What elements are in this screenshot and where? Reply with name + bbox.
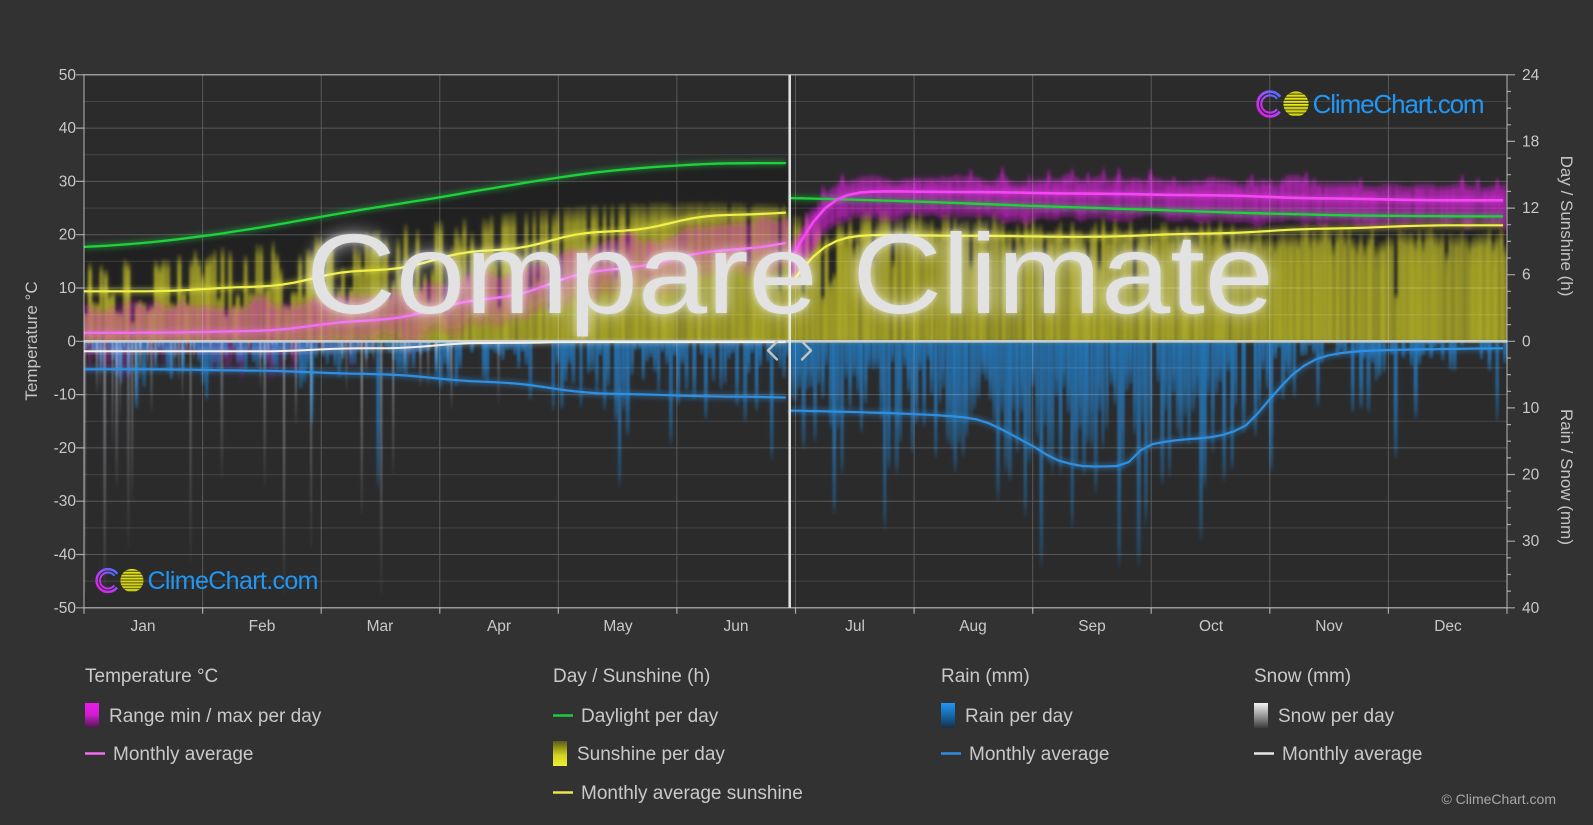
svg-text:Monthly average sunshine: Monthly average sunshine: [581, 783, 803, 804]
svg-text:40: 40: [59, 120, 77, 137]
svg-text:10: 10: [1522, 400, 1540, 417]
svg-text:6: 6: [1522, 267, 1531, 284]
svg-text:Temperature °C: Temperature °C: [85, 666, 218, 687]
svg-text:Day / Sunshine (h): Day / Sunshine (h): [1557, 156, 1576, 297]
svg-text:Aug: Aug: [959, 618, 987, 635]
svg-text:0: 0: [67, 333, 76, 350]
svg-text:Temperature °C: Temperature °C: [22, 281, 41, 400]
svg-text:-50: -50: [54, 600, 77, 617]
svg-text:© ClimeChart.com: © ClimeChart.com: [1441, 791, 1556, 807]
svg-text:Range min / max per day: Range min / max per day: [109, 706, 322, 727]
svg-text:20: 20: [1522, 467, 1540, 484]
svg-text:Compare Climate: Compare Climate: [306, 211, 1274, 337]
svg-text:12: 12: [1522, 200, 1539, 217]
svg-text:Sep: Sep: [1078, 618, 1106, 635]
svg-text:Snow per day: Snow per day: [1278, 706, 1395, 727]
svg-text:Sunshine per day: Sunshine per day: [577, 744, 725, 765]
svg-text:30: 30: [59, 173, 77, 190]
svg-text:Jul: Jul: [845, 618, 865, 635]
svg-text:-20: -20: [54, 440, 77, 457]
svg-text:Compare Climate: Compare Climate: [306, 211, 1274, 337]
svg-text:Jan: Jan: [131, 618, 156, 635]
svg-text:20: 20: [59, 227, 77, 244]
svg-text:Nov: Nov: [1315, 618, 1343, 635]
svg-text:10: 10: [59, 280, 77, 297]
svg-text:ClimeChart.com: ClimeChart.com: [148, 567, 319, 595]
svg-text:Dec: Dec: [1434, 618, 1462, 635]
svg-text:Compare Climate: Compare Climate: [306, 211, 1274, 337]
svg-text:18: 18: [1522, 133, 1539, 150]
svg-text:ClimeChart.com: ClimeChart.com: [1313, 89, 1485, 119]
svg-text:Rain (mm): Rain (mm): [941, 666, 1030, 687]
svg-text:Mar: Mar: [367, 618, 394, 635]
svg-text:Daylight per day: Daylight per day: [581, 706, 719, 727]
svg-text:24: 24: [1522, 67, 1540, 84]
svg-text:Snow (mm): Snow (mm): [1254, 666, 1351, 687]
svg-text:Rain / Snow (mm): Rain / Snow (mm): [1557, 409, 1576, 545]
svg-text:Day / Sunshine (h): Day / Sunshine (h): [553, 666, 710, 687]
svg-text:Jun: Jun: [724, 618, 749, 635]
svg-text:Oct: Oct: [1199, 618, 1224, 635]
svg-text:30: 30: [1522, 533, 1540, 550]
svg-text:Monthly average: Monthly average: [113, 744, 253, 765]
svg-text:Monthly average: Monthly average: [1282, 744, 1422, 765]
svg-text:Rain per day: Rain per day: [965, 706, 1073, 727]
svg-text:May: May: [603, 618, 633, 635]
svg-text:50: 50: [59, 67, 77, 84]
svg-text:0: 0: [1522, 333, 1531, 350]
svg-text:40: 40: [1522, 600, 1540, 617]
svg-text:-30: -30: [54, 493, 77, 510]
svg-text:-40: -40: [54, 547, 77, 564]
svg-text:Monthly average: Monthly average: [969, 744, 1109, 765]
svg-text:Apr: Apr: [487, 618, 511, 635]
svg-text:-10: -10: [54, 387, 77, 404]
svg-text:Feb: Feb: [249, 618, 276, 635]
